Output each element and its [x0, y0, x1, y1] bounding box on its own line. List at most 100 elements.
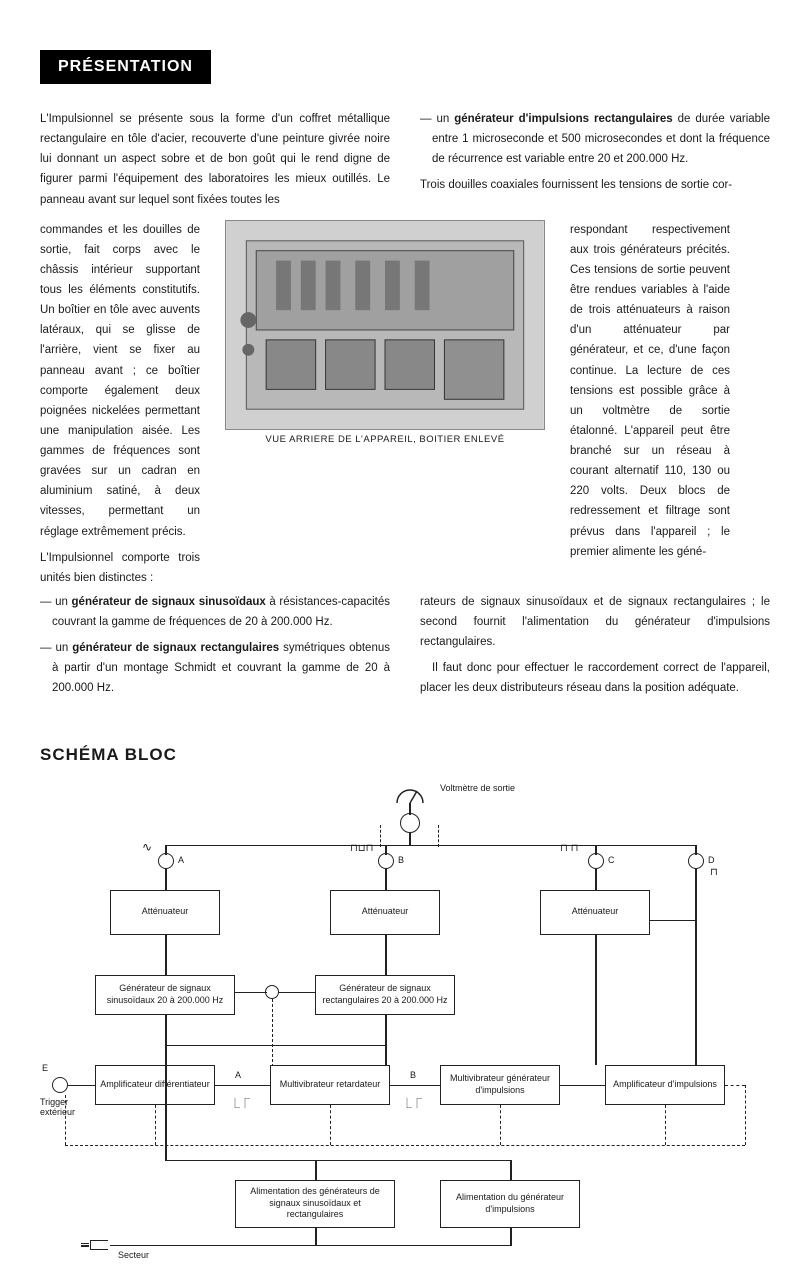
wire	[595, 869, 597, 890]
right-para-lead: Trois douilles coaxiales fournissent les…	[420, 175, 770, 195]
presentation-content: L'Impulsionnel se présente sous la forme…	[40, 109, 770, 705]
label-node-c: C	[608, 855, 615, 865]
wire-dashed	[65, 1095, 66, 1145]
wire	[510, 1160, 512, 1180]
label-node-b: B	[398, 855, 404, 865]
wire	[68, 1085, 95, 1087]
bullet1-prefix: — un	[40, 596, 72, 608]
wire	[695, 869, 697, 1065]
box-attenuator-2: Atténuateur	[330, 890, 440, 935]
wire	[165, 1045, 386, 1047]
wire	[560, 1085, 605, 1087]
label-a-mid: A	[235, 1070, 241, 1080]
bullet-generator-impulsions: — un générateur d'impulsions rectangulai…	[420, 109, 770, 169]
node-b	[378, 853, 394, 869]
wire	[385, 1015, 387, 1065]
wire	[215, 1085, 270, 1087]
wire	[695, 845, 697, 855]
spike-icon-b: ⎿⎾	[402, 1095, 422, 1110]
bullet-generator-sinus: — un générateur de signaux sinusoïdaux à…	[40, 592, 390, 632]
voltmeter-icon	[395, 785, 425, 805]
box-multi-gen: Multivibrateur générateur d'impulsions	[440, 1065, 560, 1105]
box-gen-rect: Générateur de signaux rectangulaires 20 …	[315, 975, 455, 1015]
plug-icon	[90, 1240, 108, 1250]
label-b-mid: B	[410, 1070, 416, 1080]
wire	[315, 1160, 317, 1180]
box-attenuator-3: Atténuateur	[540, 890, 650, 935]
image-caption: VUE ARRIERE DE L'APPAREIL, BOITIER ENLEV…	[215, 434, 555, 445]
wire-dashed	[380, 825, 381, 847]
spike-icon-a: ⎿⎾	[230, 1095, 250, 1110]
wire	[315, 1228, 317, 1246]
bullet-bold: générateur d'impulsions rectangulaires	[454, 113, 672, 125]
intro-paragraph: L'Impulsionnel se présente sous la forme…	[40, 109, 390, 210]
wire	[235, 992, 267, 994]
wire	[165, 1015, 167, 1160]
label-voltmetre: Voltmètre de sortie	[440, 783, 515, 793]
wire	[165, 935, 167, 975]
right-narrow-column: respondant respectivement aux trois géné…	[570, 220, 730, 562]
wire-dashed	[438, 825, 439, 847]
bullet2-prefix: — un	[40, 642, 72, 654]
wire	[385, 869, 387, 890]
wire	[165, 845, 695, 847]
box-ampli-imp: Amplificateur d'impulsions	[605, 1065, 725, 1105]
left-narrow-text: commandes et les douilles de sortie, fai…	[40, 224, 200, 538]
right-narrow-text: respondant respectivement aux trois géné…	[570, 224, 730, 558]
wire	[165, 869, 167, 890]
node-a	[158, 853, 174, 869]
wire	[110, 1245, 510, 1247]
box-gen-sinus: Générateur de signaux sinusoïdaux 20 à 2…	[95, 975, 235, 1015]
box-ampli-diff: Amplificateur différentiateur	[95, 1065, 215, 1105]
wire	[409, 803, 411, 815]
switch-gen	[265, 985, 279, 999]
section-title-schema: SCHÉMA BLOC	[40, 745, 770, 765]
wire-dashed	[330, 1105, 331, 1145]
switch-node-top	[400, 813, 420, 833]
wire	[385, 845, 387, 855]
left-narrow-column: commandes et les douilles de sortie, fai…	[40, 220, 200, 588]
wire	[595, 935, 597, 1065]
sine-wave-icon: ∿	[142, 840, 152, 854]
section-title-presentation: PRÉSENTATION	[40, 50, 211, 84]
wire-dashed	[155, 1105, 156, 1145]
wire-dashed	[500, 1105, 501, 1145]
device-figure: VUE ARRIERE DE L'APPAREIL, BOITIER ENLEV…	[215, 220, 555, 451]
bullet-generator-rect: — un générateur de signaux rectangulaire…	[40, 638, 390, 698]
bullet1-bold: générateur de signaux sinusoïdaux	[72, 596, 266, 608]
wire	[165, 845, 167, 855]
box-alim-imp: Alimentation du générateur d'impulsions	[440, 1180, 580, 1228]
block-diagram: Voltmètre de sortie ∿ A ⊓⊔⊓ B ⊓ ⊓ C D ⊓ …	[40, 785, 770, 1265]
label-secteur: Secteur	[118, 1250, 149, 1260]
wire-dashed	[745, 1085, 746, 1145]
wire	[278, 992, 315, 994]
label-node-d: D	[708, 855, 715, 865]
wire-dashed	[665, 1105, 666, 1145]
wire	[390, 1085, 440, 1087]
pulse-wave-icon: ⊓ ⊓	[560, 843, 578, 854]
label-node-a: A	[178, 855, 184, 865]
wire	[595, 845, 597, 855]
wire-dashed	[725, 1085, 745, 1086]
node-e	[52, 1077, 68, 1093]
wire	[510, 1228, 512, 1246]
label-node-e: E	[42, 1063, 48, 1073]
pulse-icon-d: ⊓	[710, 867, 718, 878]
wire	[409, 833, 411, 846]
wire	[385, 935, 387, 975]
wire	[650, 920, 696, 922]
node-c	[588, 853, 604, 869]
bullet2-bold: générateur de signaux rectangulaires	[72, 642, 279, 654]
device-rear-view-image	[225, 220, 545, 430]
bullet-prefix: — un	[420, 113, 454, 125]
right-after-para1: rateurs de signaux sinusoïdaux et de sig…	[420, 592, 770, 652]
node-d	[688, 853, 704, 869]
wire-dashed	[65, 1145, 745, 1146]
right-after-para2: Il faut donc pour effectuer le raccordem…	[420, 658, 770, 698]
box-attenuator-1: Atténuateur	[110, 890, 220, 935]
wire	[165, 1160, 510, 1162]
square-wave-icon: ⊓⊔⊓	[350, 843, 373, 854]
box-alim-gen: Alimentation des générateurs de signaux …	[235, 1180, 395, 1228]
left-after-text: L'Impulsionnel comporte trois unités bie…	[40, 548, 200, 588]
box-multi-retard: Multivibrateur retardateur	[270, 1065, 390, 1105]
